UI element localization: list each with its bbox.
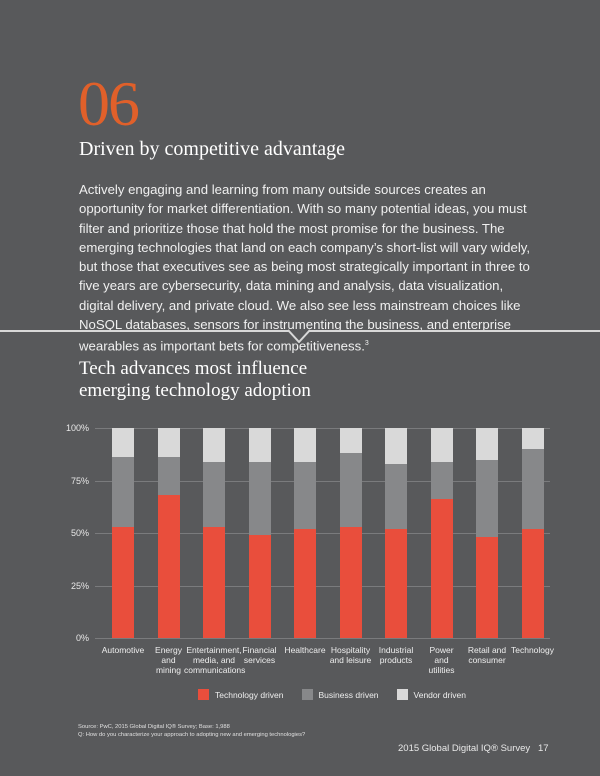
bar-segment-business-driven [203, 461, 225, 527]
bar-segment-vendor-driven [385, 428, 407, 464]
x-axis-label: Financial services [242, 645, 277, 665]
bar-segment-vendor-driven [157, 428, 180, 458]
bar-segment-business-driven [476, 459, 498, 538]
gridline [95, 585, 550, 587]
legend-item-business: Business driven [301, 689, 379, 700]
bar-segment-technology-driven [248, 535, 271, 638]
x-axis-label: Healthcare [284, 645, 326, 655]
x-axis-label: Entertainment, media, and communications [184, 645, 246, 675]
intro-paragraph: Actively engaging and learning from many… [79, 180, 539, 356]
bar-segment-technology-driven [521, 528, 544, 638]
bar-segment-business-driven [112, 457, 134, 527]
section-number: 06 [78, 68, 140, 139]
bar-segment-technology-driven [476, 537, 498, 638]
x-axis-label: Hospitality and leisure [329, 645, 372, 665]
intro-text: Actively engaging and learning from many… [79, 182, 531, 354]
vendor-swatch-icon [396, 689, 408, 700]
source-note: Source: PwC, 2015 Global Digital IQ® Sur… [78, 723, 305, 739]
x-axis-label: Power and utilities [428, 645, 455, 675]
bar-segment-vendor-driven [248, 428, 271, 462]
bar-segment-technology-driven [203, 526, 225, 638]
gridline [95, 428, 550, 429]
bar-7 [430, 428, 453, 638]
bar-segment-business-driven [248, 461, 271, 536]
x-axis-labels: Automotive Energy and mining Entertainment, m… [95, 645, 554, 685]
x-axis-label: Industrial products [378, 645, 414, 665]
bar-5 [339, 428, 362, 638]
stacked-bar-chart: 0% 25% 50% 75% 100% [66, 423, 550, 643]
bar-segment-vendor-driven [294, 428, 316, 462]
bar-segment-business-driven [430, 461, 453, 500]
bar-segment-technology-driven [385, 528, 407, 638]
bar-segment-business-driven [521, 449, 544, 529]
legend-label: Technology driven [215, 689, 284, 700]
gridline [95, 533, 550, 534]
bar-segment-business-driven [339, 453, 362, 527]
bar-segment-vendor-driven [339, 428, 362, 454]
business-swatch-icon [301, 689, 313, 700]
section-title: Driven by competitive advantage [79, 138, 346, 160]
x-axis-label: Retail and consumer [467, 645, 507, 665]
bar-4 [294, 428, 316, 638]
gridline [95, 638, 550, 639]
bar-segment-business-driven [385, 463, 407, 529]
bar-segment-technology-driven [112, 526, 134, 638]
bar-segment-vendor-driven [203, 428, 225, 462]
x-axis-label: Automotive [101, 645, 145, 655]
bar-segment-technology-driven [430, 499, 453, 638]
legend-item-technology: Technology driven [198, 689, 284, 700]
chart-title-line-1: Tech advances most influence [79, 358, 308, 379]
bar-segment-technology-driven [339, 526, 362, 638]
bar-8 [476, 428, 498, 638]
bar-0 [112, 428, 134, 638]
bar-segment-vendor-driven [476, 428, 498, 460]
legend-label: Vendor driven [413, 689, 466, 700]
bar-2 [203, 428, 225, 638]
bar-9 [521, 428, 544, 638]
chart-legend: Technology driven Business driven Vendor… [198, 689, 466, 700]
bar-3 [248, 428, 271, 638]
survey-question: Q: How do you characterize your approach… [78, 732, 306, 738]
source-line: Source: PwC, 2015 Global Digital IQ® Sur… [78, 724, 230, 730]
x-axis-label: Technology [510, 645, 554, 655]
gridline [95, 480, 550, 482]
footnote-ref: 3 [364, 340, 369, 348]
chart-title: Tech advances most influence emerging te… [79, 358, 311, 402]
y-tick-label: 0% [75, 633, 89, 643]
bar-6 [385, 428, 407, 638]
bar-1 [157, 428, 180, 638]
y-tick-label: 50% [70, 528, 89, 538]
bar-segment-vendor-driven [430, 428, 453, 462]
y-tick-label: 25% [70, 580, 89, 591]
divider-notch-icon [288, 329, 310, 343]
footer-publication: 2015 Global Digital IQ® Survey [398, 743, 531, 754]
y-tick-label: 75% [70, 475, 89, 486]
legend-item-vendor: Vendor driven [396, 689, 466, 700]
bar-segment-business-driven [157, 457, 180, 496]
bar-segment-vendor-driven [521, 428, 544, 449]
legend-label: Business driven [318, 689, 379, 700]
y-tick-label: 100% [65, 423, 89, 433]
page-number: 17 [538, 743, 549, 754]
technology-swatch-icon [198, 689, 209, 700]
x-axis-label: Energy and mining [155, 645, 182, 675]
bar-segment-business-driven [294, 461, 316, 529]
bar-segment-technology-driven [294, 528, 316, 638]
bar-segment-technology-driven [157, 495, 180, 638]
bar-segment-vendor-driven [112, 428, 134, 458]
chart-title-line-2: emerging technology adoption [79, 380, 311, 401]
